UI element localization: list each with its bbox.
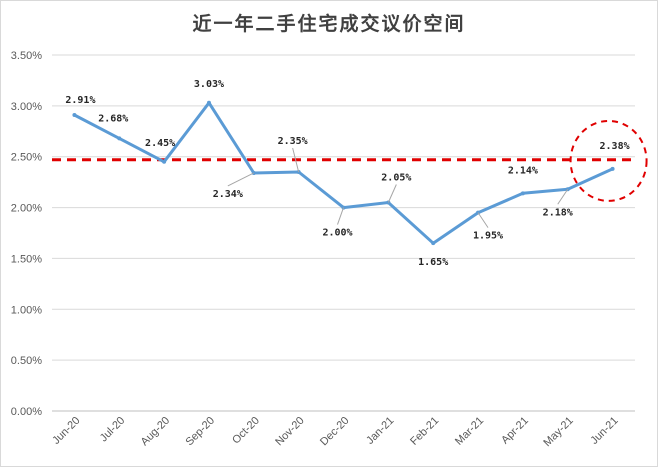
data-label: 2.00% xyxy=(322,228,352,239)
x-tick-label: May-21 xyxy=(541,415,575,449)
x-tick-label: Aug-20 xyxy=(139,415,173,449)
data-label: 2.18% xyxy=(543,207,573,218)
y-tick-label: 0.00% xyxy=(11,406,42,418)
y-tick-label: 3.50% xyxy=(11,50,42,62)
y-tick-label: 2.50% xyxy=(11,152,42,164)
data-label: 2.45% xyxy=(145,138,175,149)
data-label: 2.14% xyxy=(508,165,538,176)
y-tick-label: 3.00% xyxy=(11,101,42,113)
data-label: 2.68% xyxy=(98,113,128,124)
x-tick-label: Jun-21 xyxy=(588,415,620,447)
data-label: 2.38% xyxy=(600,141,630,152)
y-tick-label: 2.00% xyxy=(11,203,42,215)
x-tick-label: Feb-21 xyxy=(408,415,441,448)
data-point xyxy=(431,241,436,246)
x-tick-label: Dec-20 xyxy=(318,415,352,449)
data-label: 3.03% xyxy=(194,79,224,90)
x-tick-label: Jan-21 xyxy=(364,415,396,447)
data-point xyxy=(162,159,167,164)
y-tick-label: 1.00% xyxy=(11,304,42,316)
x-tick-label: Mar-21 xyxy=(453,415,486,448)
data-label: 2.91% xyxy=(65,95,95,106)
data-point xyxy=(610,166,615,171)
y-tick-label: 1.50% xyxy=(11,253,42,265)
chart-title: 近一年二手住宅成交议价空间 xyxy=(192,13,466,35)
data-label: 1.95% xyxy=(473,231,503,242)
x-tick-label: Jul-20 xyxy=(98,415,128,445)
data-label: 2.05% xyxy=(381,172,411,183)
data-label: 2.35% xyxy=(278,136,308,147)
data-label: 2.34% xyxy=(213,189,243,200)
data-point xyxy=(206,100,211,105)
x-tick-label: Jun-20 xyxy=(50,415,82,447)
data-point xyxy=(117,136,122,141)
y-tick-label: 0.50% xyxy=(11,355,42,367)
x-tick-label: Sep-20 xyxy=(184,415,218,449)
label-leader-line xyxy=(227,172,255,187)
label-leader-line xyxy=(477,212,489,228)
label-leader-line xyxy=(387,184,397,203)
data-point xyxy=(520,191,525,196)
highlight-circle xyxy=(569,119,648,202)
x-tick-label: Oct-20 xyxy=(230,415,262,447)
x-tick-label: Apr-21 xyxy=(499,415,531,447)
label-leader-line xyxy=(557,188,569,205)
x-tick-label: Nov-20 xyxy=(273,415,307,449)
label-leader-line xyxy=(292,147,300,173)
data-label: 1.65% xyxy=(418,257,448,268)
data-point xyxy=(72,113,77,118)
label-leader-line xyxy=(337,207,344,225)
